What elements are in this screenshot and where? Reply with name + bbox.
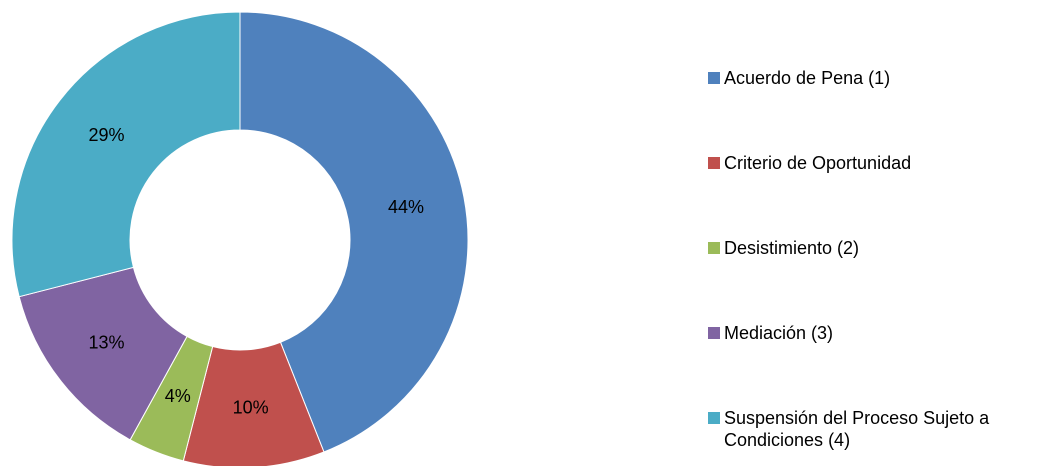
legend-label: Criterio de Oportunidad xyxy=(724,153,912,173)
legend-label: Suspensión del Proceso Sujeto a Condicio… xyxy=(724,408,990,450)
legend-item: Desistimiento (2) xyxy=(708,237,1058,259)
legend-swatch xyxy=(708,242,720,254)
legend-label: Mediación (3) xyxy=(724,323,834,343)
slice xyxy=(11,11,241,298)
data-label: 29% xyxy=(88,125,124,145)
legend-swatch xyxy=(708,412,720,424)
legend-swatch xyxy=(708,72,720,84)
slice xyxy=(239,11,469,453)
legend-swatch xyxy=(708,327,720,339)
data-label: 44% xyxy=(388,197,424,217)
data-label: 4% xyxy=(165,386,191,406)
data-label: 13% xyxy=(88,332,124,352)
legend-item: Acuerdo de Pena (1) xyxy=(708,67,1058,89)
legend-label: Acuerdo de Pena (1) xyxy=(724,68,891,88)
legend-item: Mediación (3) xyxy=(708,322,1058,344)
legend-item: Suspensión del Proceso Sujeto a Condicio… xyxy=(708,407,1058,451)
data-label: 10% xyxy=(233,397,269,417)
chart: 44% 10% 4% 13% 29% xyxy=(11,11,469,466)
legend-label: Desistimiento (2) xyxy=(724,238,860,258)
legend-item: Criterio de Oportunidad xyxy=(708,152,1058,174)
legend-swatch xyxy=(708,157,720,169)
